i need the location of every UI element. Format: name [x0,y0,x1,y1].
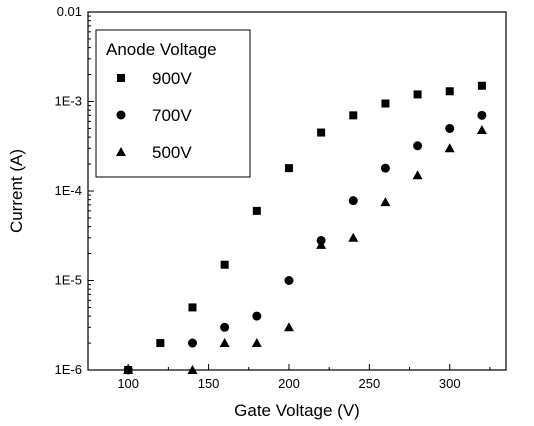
y-tick-label: 1E-3 [55,94,82,109]
x-axis-title: Gate Voltage (V) [234,401,360,420]
y-tick-label: 1E-5 [55,273,82,288]
legend-label-500v: 500V [152,143,192,162]
y-tick-label: 1E-4 [55,183,82,198]
data-point-900v [381,99,390,108]
legend-marker-900v [117,74,125,82]
legend: Anode Voltage 900V 700V 500V [95,29,251,178]
data-point-500v [123,365,134,374]
x-axis: 100 150 200 250 300 [87,364,491,391]
data-markers [123,81,487,375]
x-tick-label: 200 [278,376,300,391]
data-point-700v [380,163,390,173]
data-point-900v [220,260,229,269]
data-point-700v [348,196,358,206]
data-point-500v [348,232,359,242]
y-tick-label: 0.01 [57,4,82,19]
data-point-500v [219,338,230,348]
legend-title: Anode Voltage [106,40,217,59]
data-point-700v [413,141,423,151]
data-point-900v [349,111,358,120]
data-point-900v [477,81,486,90]
data-point-500v [316,239,327,249]
data-point-900v [413,90,422,99]
data-point-500v [444,143,455,153]
legend-label-700v: 700V [152,106,192,125]
x-tick-label: 300 [439,376,461,391]
data-point-500v [476,125,487,135]
legend-label-900v: 900V [152,69,192,88]
y-tick-label: 1E-6 [55,362,82,377]
data-point-900v [445,87,454,96]
data-point-700v [188,338,197,348]
data-point-900v [284,164,293,173]
data-point-500v [380,197,391,207]
legend-entries: 900V 700V 500V [116,69,192,162]
data-point-500v [251,338,262,348]
data-point-700v [252,311,262,321]
y-axis: 1E-6 1E-5 1E-4 1E-3 0.01 [55,4,94,377]
data-point-900v [317,128,326,137]
x-tick-label: 250 [358,376,380,391]
data-point-700v [477,110,487,120]
legend-marker-700v [116,110,126,120]
data-point-700v [284,276,294,285]
data-point-500v [412,170,423,180]
data-point-900v [188,303,197,312]
data-point-500v [187,365,198,374]
data-point-500v [283,322,294,332]
x-tick-label: 150 [198,376,220,391]
data-point-900v [156,339,165,348]
y-axis-title: Current (A) [7,149,26,233]
data-point-700v [445,123,455,133]
data-point-700v [220,322,230,332]
legend-marker-500v [116,147,126,156]
data-point-900v [252,206,261,215]
x-tick-label: 100 [117,376,139,391]
